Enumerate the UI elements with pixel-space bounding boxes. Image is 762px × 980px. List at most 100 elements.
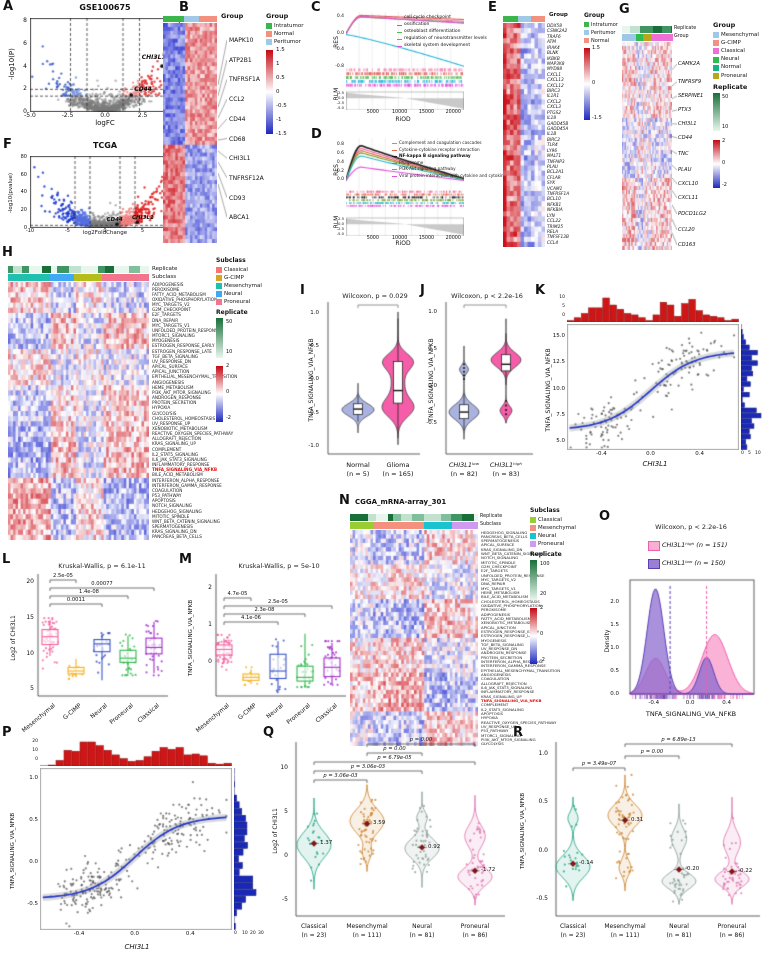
k-y-tick: 5.0 bbox=[556, 438, 565, 445]
e-gene-NFKBIA: NFKBIA bbox=[547, 208, 563, 214]
e-gene-VCAM1: VCAM1 bbox=[547, 186, 563, 192]
e-gene-LY96: LY96 bbox=[547, 148, 558, 154]
h-replicate-bar-seg bbox=[81, 266, 93, 273]
h-replicate-bar-seg bbox=[57, 266, 70, 273]
j-cat-label: CHI3L1ʰⁱᵍʰ bbox=[489, 461, 523, 469]
panel-j-title: Wilcoxon, p < 2.2e-16 bbox=[451, 292, 523, 300]
panel-n-letter: N bbox=[339, 493, 350, 508]
panel-q-letter: Q bbox=[263, 725, 275, 740]
f-y-tick: 40 bbox=[20, 189, 27, 196]
b-group-bar-seg bbox=[198, 16, 218, 22]
h-replicate-bar-seg bbox=[51, 266, 58, 273]
m-y-tick: 2 bbox=[208, 583, 212, 591]
h-legend-swatch bbox=[216, 275, 222, 281]
n-replicate-bar-seg bbox=[450, 514, 463, 521]
c-x-tick: 10000 bbox=[391, 110, 408, 115]
a-y-tick: 6 bbox=[23, 40, 27, 48]
h-pathway-33: IL2_STAT5_SIGNALING bbox=[152, 451, 199, 457]
b-gene-TNFRSF12A: TNFRSF12A bbox=[229, 174, 264, 182]
k-right-tick: 0 bbox=[741, 451, 744, 456]
e-gene-BLNK: BLNK bbox=[547, 51, 559, 57]
q-cat-n: (n = 111) bbox=[352, 932, 382, 939]
n-pathway-37: INFLAMMATORY_RESPONSE bbox=[481, 689, 535, 695]
h-legend-label: Classical bbox=[224, 266, 248, 273]
panel-f-volcano-canvas bbox=[30, 156, 180, 228]
h-pathway-28: XENOBIOTIC_METABOLISM bbox=[152, 425, 208, 431]
i-cat-n: (n = 165) bbox=[382, 470, 414, 478]
l-cat-label: Classical bbox=[136, 702, 161, 725]
q-mean-label: 3.59 bbox=[373, 820, 386, 827]
c-legend-dash bbox=[397, 39, 402, 41]
n-replicate-scale bbox=[530, 560, 537, 600]
h-scale-tick: -2 bbox=[226, 415, 231, 421]
p-y-tick: -0.5 bbox=[27, 901, 38, 908]
p-y-tick: 1.0 bbox=[29, 774, 38, 781]
e-group-bar-seg bbox=[530, 16, 546, 22]
panel-l-box-canvas bbox=[30, 572, 170, 700]
c-legend-dash bbox=[397, 46, 402, 48]
h-legend-swatch bbox=[216, 267, 222, 273]
b-group-bar-seg bbox=[183, 16, 200, 22]
n-replicate-bar-seg bbox=[411, 514, 425, 521]
k-top-tick: 5 bbox=[562, 304, 565, 309]
panel-n-heatmap-canvas bbox=[350, 530, 478, 746]
o-y-tick: 1.5 bbox=[610, 621, 619, 628]
n-pathway-47: MTORC1_SIGNALING bbox=[481, 732, 521, 738]
g-replicate-bar-seg bbox=[630, 26, 641, 33]
g-gene-TNC: TNC bbox=[678, 151, 689, 157]
h-pathway-27: UV_RESPONSE_UP bbox=[152, 420, 191, 426]
b-group-bar-seg bbox=[163, 16, 185, 22]
g-replicate-bar-seg bbox=[671, 26, 672, 33]
h-legend-label: Mesenchymal bbox=[224, 282, 262, 289]
m-bracket-label: 2.5e-05 bbox=[268, 599, 288, 605]
panel-i-title: Wilcoxon, p = 0.029 bbox=[342, 292, 408, 300]
g-legend-replicate-title: Replicate bbox=[713, 83, 748, 91]
e-gene-MYD88: MYD88 bbox=[547, 67, 563, 73]
h-legend-swatch bbox=[216, 283, 222, 289]
e-gene-IKBKB: IKBKB bbox=[547, 56, 560, 62]
d-legend-dash bbox=[392, 149, 397, 151]
g-replicate-hi: 50 bbox=[722, 94, 729, 100]
b-legend-swatch bbox=[266, 23, 272, 29]
b-gene-CHI3L1: CHI3L1 bbox=[229, 155, 251, 163]
e-gene-SYK: SYK bbox=[547, 181, 556, 187]
h-replicate-bar-seg bbox=[98, 266, 106, 273]
n-legend-swatch bbox=[530, 525, 536, 531]
f-x-tick: 0 bbox=[103, 228, 107, 234]
h-scale-bar bbox=[216, 366, 223, 422]
n-pathway-41: IL2_STAT5_SIGNALING bbox=[481, 706, 524, 712]
panel-a-xlabel: logFC bbox=[95, 119, 115, 127]
panel-r-letter: R bbox=[513, 725, 524, 740]
panel-m-ylabel: TNFA_SIGNALING_VIA_NFKB bbox=[188, 599, 194, 677]
f-y-tick: 0 bbox=[23, 224, 27, 231]
panel-m-title: Kruskal-Wallis, p = 5e-10 bbox=[238, 562, 320, 570]
h-pathway-18: EPITHELIAL_MESENCHYMAL_TRANSITION bbox=[152, 374, 238, 380]
e-gene-BCL2A1: BCL2A1 bbox=[547, 170, 564, 176]
i-y-tick: -1.0 bbox=[308, 442, 319, 449]
h-pathway-24: HYPOXIA bbox=[152, 405, 171, 411]
h-pathway-45: MITOTIC_SPINDLE bbox=[152, 513, 190, 519]
n-replicate-bar-seg bbox=[473, 514, 478, 521]
n-pathway-43: HYPOXIA bbox=[481, 715, 498, 721]
r-cat-n: (n = 23) bbox=[560, 932, 586, 939]
panel-m-box-canvas bbox=[208, 572, 348, 700]
n-subclass-bar-seg bbox=[452, 522, 479, 529]
c-rlm-tick: 0.0 bbox=[337, 95, 344, 101]
r-bracket-label: p = 0.00 bbox=[640, 749, 664, 755]
gsea-canvas bbox=[346, 12, 464, 110]
n-replicate-bar-seg bbox=[367, 514, 376, 521]
h-legend-swatch bbox=[216, 291, 222, 297]
g-replicate-bar-seg bbox=[662, 26, 672, 33]
h-replicate-bar-seg bbox=[92, 266, 99, 273]
panel-h-letter: H bbox=[2, 245, 13, 260]
h-pathway-7: DNA_REPAIR bbox=[152, 317, 179, 323]
g-gene-SERPINE1: SERPINE1 bbox=[678, 93, 704, 99]
n-replicate-bar-seg bbox=[392, 514, 401, 521]
n-pathway-2: SPERMATOGENESIS bbox=[481, 538, 520, 544]
b-gene-ATP2B1: ATP2B1 bbox=[229, 56, 252, 64]
i-y-tick: 1.0 bbox=[310, 310, 319, 317]
n-pathway-36: IL6_JAK_STAT3_SIGNALING bbox=[481, 685, 533, 691]
h-pathway-21: PI3K_AKT_MTOR_SIGNALING bbox=[152, 389, 211, 395]
n-pathway-18: PEROXISOME bbox=[481, 607, 507, 613]
